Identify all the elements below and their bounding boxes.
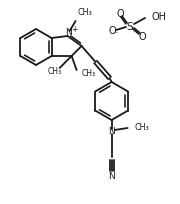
Text: +: + (71, 24, 78, 33)
Text: N: N (65, 28, 72, 37)
Text: ⁻: ⁻ (114, 29, 118, 38)
Text: N: N (108, 172, 115, 181)
Text: OH: OH (151, 12, 166, 22)
Text: O: O (108, 26, 116, 36)
Text: O: O (116, 9, 124, 19)
Text: O: O (138, 32, 146, 42)
Text: N: N (108, 126, 115, 135)
Text: S: S (127, 22, 133, 32)
Text: CH₃: CH₃ (82, 69, 96, 78)
Text: CH₃: CH₃ (48, 66, 62, 75)
Text: CH₃: CH₃ (135, 123, 149, 132)
Text: CH₃: CH₃ (78, 8, 92, 17)
